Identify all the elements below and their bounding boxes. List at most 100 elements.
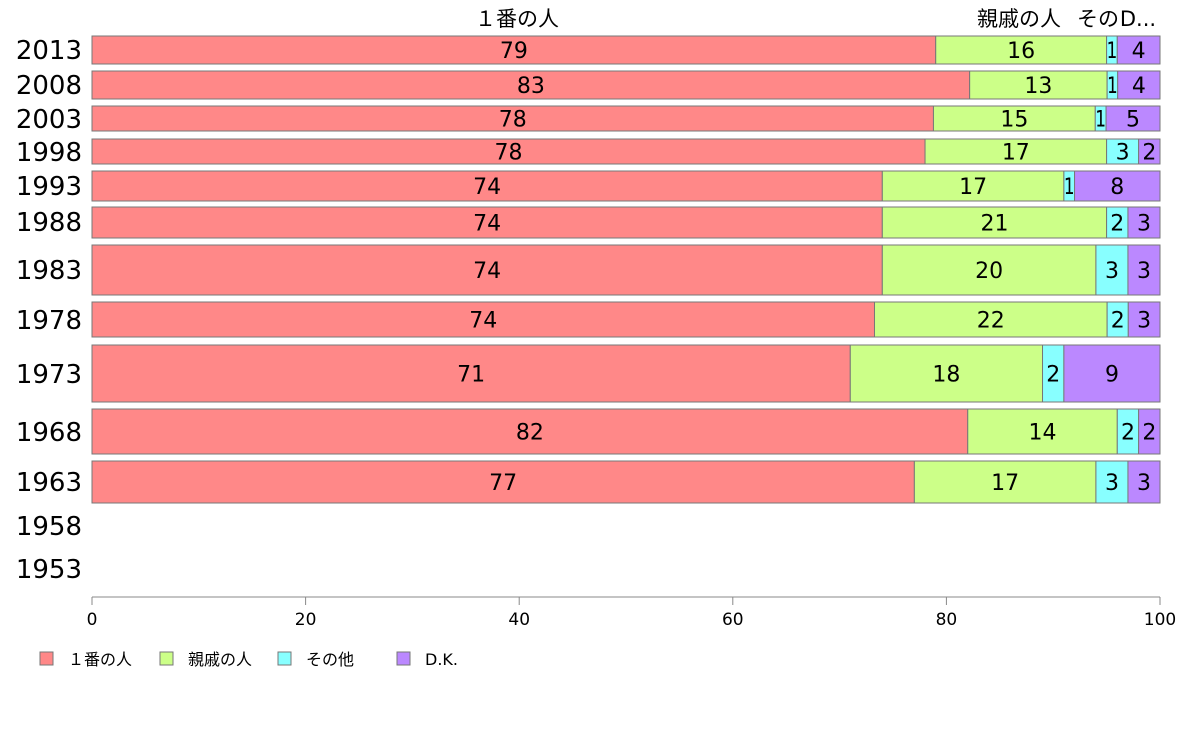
bar-1973-series-2 bbox=[849, 344, 1044, 403]
value-label-1988-series-2: 21 bbox=[980, 212, 1008, 237]
value-label-1973-series-1: 71 bbox=[457, 363, 485, 388]
legend-swatch-2 bbox=[159, 651, 174, 666]
value-label-2013-series-3: 1 bbox=[1107, 39, 1118, 64]
bar-1963-series-3 bbox=[1095, 460, 1129, 504]
bar-1963-series-2 bbox=[913, 460, 1097, 504]
bar-2003-series-4 bbox=[1105, 105, 1161, 132]
bar-1993-series-1 bbox=[91, 170, 883, 202]
bar-1968-series-4 bbox=[1138, 408, 1161, 455]
column-header-3: その bbox=[1077, 7, 1119, 31]
value-label-1968-series-3: 2 bbox=[1121, 421, 1135, 446]
legend-swatch-1 bbox=[39, 651, 54, 666]
year-label-1953: 1953 bbox=[16, 555, 82, 585]
value-label-1978-series-4: 3 bbox=[1137, 309, 1151, 334]
bar-2013-series-1 bbox=[91, 35, 937, 65]
x-tick-label-80: 80 bbox=[936, 610, 958, 630]
x-tick-label-60: 60 bbox=[722, 610, 744, 630]
value-label-2003-series-1: 78 bbox=[499, 108, 527, 133]
value-label-1968-series-1: 82 bbox=[516, 421, 544, 446]
bar-1988-series-4 bbox=[1127, 206, 1161, 239]
bar-1988-series-1 bbox=[91, 206, 883, 239]
value-label-1988-series-4: 3 bbox=[1137, 212, 1151, 237]
bar-2013-series-2 bbox=[935, 35, 1108, 65]
value-label-2008-series-3: 1 bbox=[1107, 74, 1118, 99]
value-label-1998-series-3: 3 bbox=[1116, 141, 1130, 166]
bar-1998-series-2 bbox=[924, 138, 1108, 165]
bar-2003-series-1 bbox=[91, 105, 934, 132]
value-label-1993-series-3: 1 bbox=[1064, 175, 1075, 200]
column-headers: １番の人 親戚の人 その D... bbox=[475, 7, 1156, 31]
value-label-1983-series-1: 74 bbox=[473, 259, 501, 284]
value-label-2003-series-4: 5 bbox=[1126, 108, 1140, 133]
legend-label-3: その他 bbox=[306, 650, 354, 669]
value-label-1978-series-3: 2 bbox=[1111, 309, 1125, 334]
bar-1983-series-1 bbox=[91, 244, 883, 296]
year-label-1998: 1998 bbox=[16, 138, 82, 168]
year-label-2008: 2008 bbox=[16, 71, 82, 101]
x-tick-label-100: 100 bbox=[1144, 610, 1176, 630]
x-tick-label-20: 20 bbox=[295, 610, 317, 630]
year-label-2013: 2013 bbox=[16, 36, 82, 66]
x-tick-label-40: 40 bbox=[508, 610, 530, 630]
x-axis: 0 20 40 60 80 100 bbox=[87, 596, 1176, 630]
value-label-1998-series-1: 78 bbox=[495, 141, 523, 166]
value-label-1973-series-4: 9 bbox=[1105, 363, 1119, 388]
value-label-1993-series-4: 8 bbox=[1110, 175, 1124, 200]
bar-1983-series-4 bbox=[1127, 244, 1161, 296]
value-label-1968-series-2: 14 bbox=[1029, 421, 1057, 446]
bar-2003-series-2 bbox=[932, 105, 1096, 132]
bar-1963-series-4 bbox=[1127, 460, 1161, 504]
value-label-2003-series-3: 1 bbox=[1095, 108, 1106, 133]
bar-2013-series-4 bbox=[1116, 35, 1161, 65]
value-label-1968-series-4: 2 bbox=[1142, 421, 1156, 446]
value-label-1988-series-3: 2 bbox=[1110, 212, 1124, 237]
value-label-2008-series-4: 4 bbox=[1132, 74, 1146, 99]
value-label-1983-series-4: 3 bbox=[1137, 259, 1151, 284]
value-label-1973-series-3: 2 bbox=[1046, 363, 1060, 388]
value-label-1978-series-1: 74 bbox=[469, 309, 497, 334]
value-label-2013-series-1: 79 bbox=[500, 39, 528, 64]
value-label-1983-series-2: 20 bbox=[975, 259, 1003, 284]
value-label-2008-series-2: 13 bbox=[1024, 74, 1052, 99]
bar-1998-series-4 bbox=[1138, 138, 1161, 165]
year-label-1968: 1968 bbox=[16, 418, 82, 448]
bar-1978-series-4 bbox=[1127, 301, 1161, 338]
bar-1973-series-1 bbox=[91, 344, 851, 403]
bar-1978-series-1 bbox=[91, 301, 875, 338]
bar-1978-series-2 bbox=[873, 301, 1108, 338]
column-header-1: １番の人 bbox=[475, 7, 559, 31]
value-label-1983-series-3: 3 bbox=[1105, 259, 1119, 284]
value-label-2008-series-1: 83 bbox=[517, 74, 545, 99]
year-label-1993: 1993 bbox=[16, 172, 82, 202]
year-label-1978: 1978 bbox=[16, 306, 82, 336]
year-label-1973: 1973 bbox=[16, 360, 82, 390]
x-tick-label-0: 0 bbox=[87, 610, 98, 630]
bar-1993-series-4 bbox=[1074, 170, 1161, 202]
value-label-1963-series-1: 77 bbox=[489, 471, 517, 496]
value-label-1963-series-2: 17 bbox=[991, 471, 1019, 496]
year-label-1988: 1988 bbox=[16, 208, 82, 238]
legend-label-4: D.K. bbox=[425, 650, 458, 669]
bar-1963-series-1 bbox=[91, 460, 915, 504]
value-label-1978-series-2: 22 bbox=[977, 309, 1005, 334]
legend-swatch-3 bbox=[277, 651, 292, 666]
bar-1973-series-4 bbox=[1063, 344, 1161, 403]
value-label-2003-series-2: 15 bbox=[1000, 108, 1028, 133]
value-label-1993-series-1: 74 bbox=[473, 175, 501, 200]
year-label-1983: 1983 bbox=[16, 256, 82, 286]
value-label-2013-series-4: 4 bbox=[1132, 39, 1146, 64]
value-label-1998-series-2: 17 bbox=[1002, 141, 1030, 166]
bars-group: 79 16 1 483 13 1 478 15 1 578 17 3 274 17 1 874 21 2 374 20… bbox=[91, 35, 1161, 504]
value-label-1988-series-1: 74 bbox=[473, 212, 501, 237]
value-label-1998-series-4: 2 bbox=[1142, 141, 1156, 166]
year-label-1958: 1958 bbox=[16, 512, 82, 542]
legend-swatch-4 bbox=[396, 651, 411, 666]
legend-label-1: １番の人 bbox=[68, 650, 132, 669]
legend: １番の人 親戚の人 その他 D.K. bbox=[39, 650, 458, 669]
column-header-4: D... bbox=[1120, 7, 1156, 31]
bar-1988-series-2 bbox=[881, 206, 1108, 239]
bar-2008-series-4 bbox=[1117, 70, 1161, 100]
bar-1993-series-2 bbox=[881, 170, 1065, 202]
